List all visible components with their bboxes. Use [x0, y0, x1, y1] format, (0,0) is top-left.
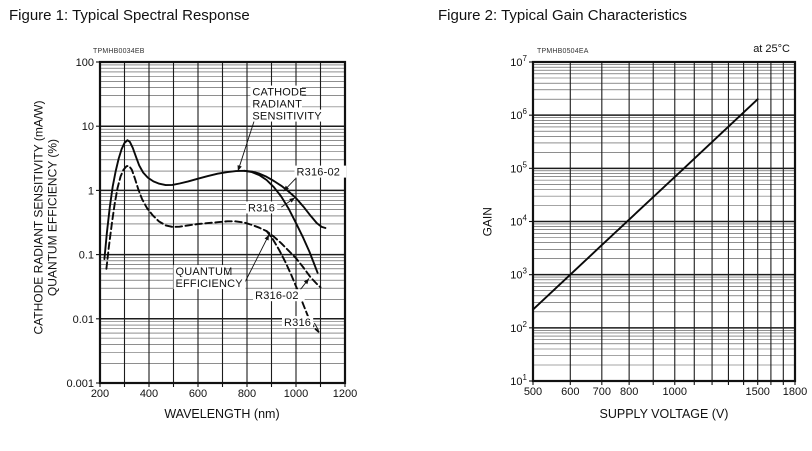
annotation-r316-02-qe-label: R316-02: [255, 290, 299, 302]
figure2-x-axis-label: SUPPLY VOLTAGE (V): [599, 407, 729, 421]
figure1-title: Figure 1: Typical Spectral Response: [9, 7, 250, 24]
annotation-bg: [250, 97, 302, 110]
figure2-doc-code: TPMHB0504EA: [537, 48, 589, 55]
y-tick-label: 0.1: [79, 250, 94, 262]
figure2-title: Figure 2: Typical Gain Characteristics: [438, 7, 687, 24]
annotation-arrowhead: [289, 197, 296, 203]
x-tick-label: 800: [620, 386, 638, 398]
y-tick-label: 104: [510, 214, 527, 229]
y-tick-label: 0.001: [66, 378, 94, 390]
annotation-bg: [250, 85, 302, 98]
x-tick-label: 800: [238, 388, 256, 400]
y-tick-label: 107: [510, 54, 527, 69]
y-tick-label: 105: [510, 160, 527, 175]
annotation-bg: [250, 109, 330, 122]
x-tick-label: 500: [524, 386, 542, 398]
figure1-y-axis-label: CATHODE RADIANT SENSITIVITY (mA/W) QUANT…: [31, 68, 60, 368]
annotation-bg: [173, 277, 246, 290]
x-tick-label: 1000: [663, 386, 687, 398]
annotation-bg: [245, 201, 278, 214]
x-tick-label: 600: [561, 386, 579, 398]
y-tick-label: 103: [510, 267, 527, 282]
x-tick-label: 1000: [284, 388, 308, 400]
annotation-quantum-efficiency-label: QUANTUM: [175, 266, 232, 278]
x-tick-label: 600: [189, 388, 207, 400]
x-tick-label: 200: [91, 388, 109, 400]
annotation-arrowhead: [264, 234, 270, 241]
annotation-arrowhead: [303, 278, 309, 285]
x-tick-label: 1200: [333, 388, 357, 400]
annotation-arrowhead: [237, 165, 242, 172]
y-tick-label: 0.01: [73, 314, 94, 326]
annotation-leader: [242, 234, 270, 287]
annotation-cathode-radiant-sensitivity-label: RADIANT: [252, 99, 302, 111]
y-tick-label: 102: [510, 320, 527, 335]
x-tick-label: 1800: [783, 386, 807, 398]
annotation-r316-qe-label: R316: [284, 317, 311, 329]
figure2-condition: at 25°C: [753, 43, 790, 55]
annotation-r316-02-sensitivity-label: R316-02: [296, 167, 340, 179]
x-tick-label: 700: [593, 386, 611, 398]
annotation-cathode-radiant-sensitivity-label: CATHODE: [252, 87, 306, 99]
figure1-x-axis-label: WAVELENGTH (nm): [164, 407, 280, 421]
series-r316-cathode-radiant-sensitivity: [243, 169, 319, 274]
annotation-bg: [253, 289, 305, 302]
y-tick-label: 106: [510, 107, 527, 122]
y-tick-label: 1: [88, 185, 94, 197]
y-tick-label: 100: [76, 57, 94, 69]
annotation-leader: [237, 120, 255, 172]
annotation-bg: [281, 316, 314, 329]
annotation-arrowhead: [283, 185, 289, 192]
x-tick-label: 400: [140, 388, 158, 400]
figure1-doc-code: TPMHB0034EB: [93, 48, 145, 55]
annotation-bg: [294, 165, 347, 178]
series-gain: [532, 98, 759, 311]
figure2-y-axis-label: GAIN: [480, 207, 495, 237]
annotation-quantum-efficiency-label: EFFICIENCY: [175, 278, 243, 290]
annotation-r316-sensitivity-label: R316: [248, 202, 275, 214]
annotation-cathode-radiant-sensitivity-label: SENSITIVITY: [252, 111, 322, 123]
x-tick-label: 1500: [745, 386, 769, 398]
annotation-leader: [313, 322, 319, 331]
annotation-bg: [173, 265, 226, 278]
figure1-y-axis-label-line2: QUANTUM EFFICIENCY (%): [45, 138, 59, 297]
series-r316-02-quantum-efficiency: [105, 164, 322, 289]
y-tick-label: 10: [82, 121, 94, 133]
figure1-y-axis-label-line1: CATHODE RADIANT SENSITIVITY (mA/W): [31, 100, 46, 335]
